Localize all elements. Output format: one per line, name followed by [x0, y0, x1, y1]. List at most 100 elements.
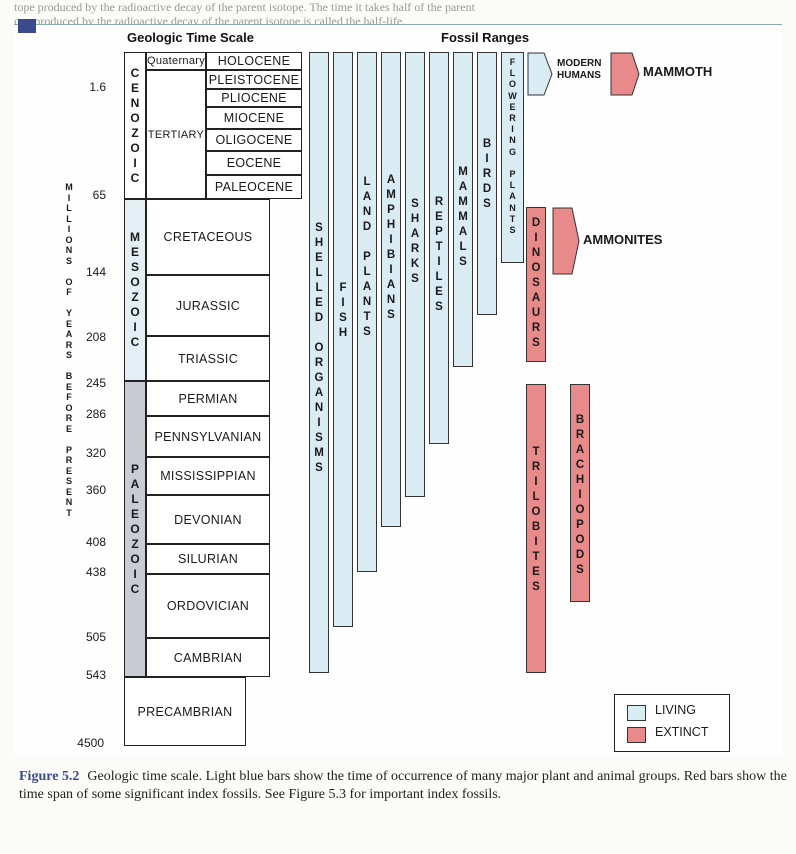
modern-humans-marker: [527, 52, 553, 96]
letter: S: [130, 260, 139, 274]
letter-gap: [511, 158, 514, 169]
letter-gap: [62, 361, 76, 372]
letter: S: [65, 350, 72, 360]
modern-humans-line: HUMANS: [557, 70, 601, 81]
letter: O: [130, 521, 140, 536]
letter: C: [130, 581, 140, 596]
letter: N: [509, 135, 516, 146]
letter: L: [66, 213, 72, 224]
letter: O: [65, 402, 73, 413]
age-label: 408: [85, 535, 106, 549]
age-label: 144: [85, 265, 106, 279]
letter: B: [531, 521, 541, 533]
letter: F: [66, 287, 72, 297]
letter: C: [130, 170, 140, 185]
letter: S: [363, 326, 371, 338]
letter: N: [314, 402, 324, 414]
legend-extinct-swatch: [627, 727, 646, 743]
legend-extinct-label: EXTINCT: [655, 725, 709, 739]
letter: O: [314, 342, 324, 354]
letter: O: [575, 504, 585, 516]
letter: R: [575, 429, 585, 441]
letter: C: [575, 459, 585, 471]
letter: A: [65, 329, 73, 339]
epoch-pliocene: PLIOCENE: [206, 89, 302, 107]
letter: L: [363, 176, 371, 188]
letter: I: [578, 489, 582, 501]
letter: A: [458, 181, 468, 193]
letter: E: [435, 211, 443, 223]
letter: P: [130, 461, 139, 476]
letter: R: [482, 168, 492, 180]
caption-label: Figure 5.2: [19, 769, 80, 784]
letter: N: [386, 294, 396, 306]
letter: B: [575, 414, 585, 426]
age-label: 543: [85, 668, 106, 682]
mammoth-label: MAMMOTH: [643, 64, 713, 79]
letter: M: [458, 196, 468, 208]
letter: B: [386, 249, 396, 261]
letter: E: [65, 318, 72, 329]
letter: A: [410, 228, 420, 240]
period-pennsylvanian: PENNSYLVANIAN: [146, 416, 270, 457]
letter: S: [576, 564, 584, 576]
letter: S: [387, 309, 395, 321]
letter: E: [130, 80, 139, 95]
letter: I: [437, 256, 441, 268]
letter: O: [65, 276, 73, 287]
letter: L: [532, 491, 540, 503]
period-silurian: SILURIAN: [146, 544, 270, 574]
age-label: 320: [85, 446, 106, 460]
period-cretaceous: CRETACEOUS: [146, 199, 270, 275]
letter: Z: [131, 125, 139, 140]
ammonites-label: AMMONITES: [583, 232, 663, 247]
letter-gap: [365, 235, 368, 250]
age-label: 505: [85, 630, 106, 644]
epoch-oligocene: OLIGOCENE: [206, 129, 302, 151]
letter: D: [531, 217, 541, 229]
letter: Y: [65, 308, 72, 318]
legend-living-swatch: [627, 705, 646, 721]
letter: O: [130, 140, 140, 155]
letter: S: [532, 277, 540, 289]
letter: G: [314, 372, 324, 384]
letter: C: [130, 335, 140, 349]
letter: S: [532, 337, 540, 349]
period-quaternary: Quaternary: [146, 52, 206, 70]
letter: S: [483, 198, 491, 210]
period-triassic: TRIASSIC: [146, 336, 270, 381]
letter: A: [458, 226, 468, 238]
letter: H: [386, 219, 396, 231]
letter: P: [387, 204, 395, 216]
letter: O: [130, 551, 140, 566]
letter: H: [314, 237, 324, 249]
letter: D: [362, 221, 372, 233]
letter: M: [386, 189, 396, 201]
letter: I: [67, 224, 71, 234]
letter: A: [386, 174, 396, 186]
letter: E: [65, 381, 72, 392]
age-label: 286: [85, 407, 106, 421]
letter: N: [362, 206, 372, 218]
letter: P: [435, 226, 443, 238]
age-label: 4500: [77, 736, 104, 750]
letter: N: [509, 202, 516, 213]
letter: N: [362, 296, 372, 308]
letter: I: [534, 476, 538, 488]
letter: T: [509, 213, 516, 224]
epoch-miocene: MIOCENE: [206, 107, 302, 129]
letter: O: [130, 275, 140, 289]
letter: S: [315, 432, 323, 444]
letter: S: [459, 256, 467, 268]
letter: I: [133, 566, 137, 581]
letter: S: [435, 301, 443, 313]
